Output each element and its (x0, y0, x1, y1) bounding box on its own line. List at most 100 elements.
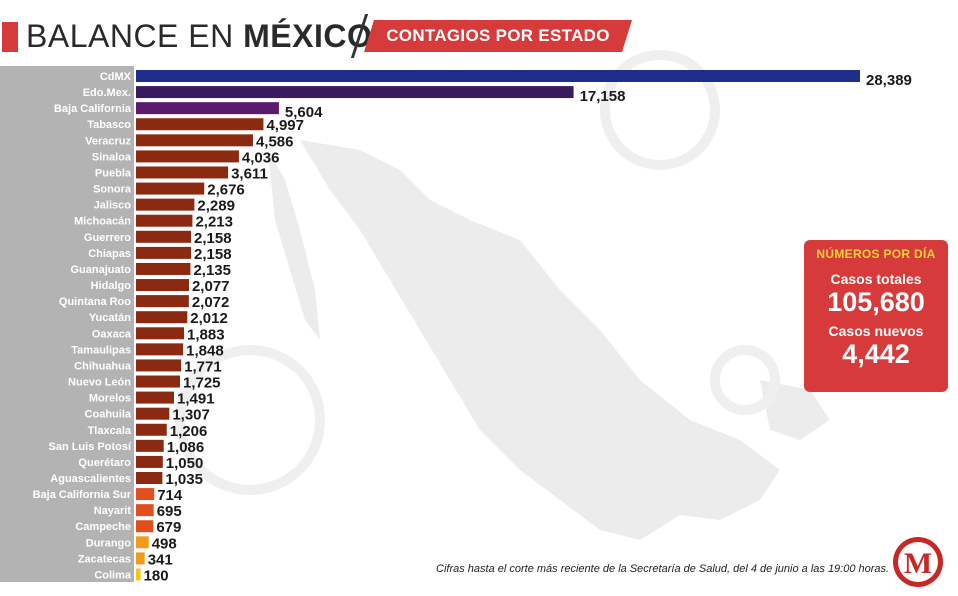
bar-29 (136, 536, 149, 549)
bar-23 (136, 439, 164, 452)
category-label: Baja California (54, 103, 132, 115)
value-label: 180 (144, 567, 169, 584)
category-label: Edo.Mex. (83, 87, 131, 99)
value-label: 1,035 (165, 471, 203, 488)
category-label: Nayarit (94, 505, 132, 517)
value-label: 1,848 (186, 342, 224, 359)
value-label: 4,997 (266, 117, 304, 134)
bar-18 (136, 359, 182, 372)
value-label: 1,883 (187, 326, 225, 343)
value-label: 714 (157, 487, 183, 504)
bar-19 (136, 375, 180, 388)
bar-31 (136, 568, 141, 581)
bar-17 (136, 343, 184, 356)
new-cases-label: Casos nuevos (828, 323, 924, 339)
value-label: 1,725 (183, 375, 221, 392)
page-title: BALANCE EN MÉXICO (26, 18, 372, 55)
bar-11 (136, 246, 192, 259)
value-label: 2,289 (197, 198, 235, 215)
value-label: 1,491 (177, 391, 215, 408)
bar-9 (136, 214, 193, 227)
value-label: 3,611 (231, 165, 268, 182)
bar-26 (136, 488, 155, 501)
value-label: 2,158 (194, 246, 232, 263)
category-label: Aguascalientes (50, 473, 131, 485)
value-label: 28,389 (866, 72, 912, 89)
category-label: Jalisco (94, 200, 132, 212)
value-label: 1,771 (184, 358, 222, 375)
value-label: 4,036 (242, 149, 280, 166)
value-label: 2,135 (193, 262, 231, 279)
category-label: San Luis Potosí (48, 441, 131, 453)
category-label: Durango (86, 537, 132, 549)
bar-12 (136, 262, 191, 275)
category-label: Puebla (95, 167, 132, 179)
category-label: Zacatecas (78, 553, 131, 565)
bar-2 (136, 102, 279, 115)
value-label: 2,077 (192, 278, 230, 295)
category-label: Morelos (89, 393, 131, 405)
total-cases-value: 105,680 (827, 287, 925, 317)
bar-13 (136, 279, 189, 292)
new-cases-value: 4,442 (842, 339, 910, 369)
bar-7 (136, 182, 205, 195)
logo-letter: M (904, 547, 932, 580)
daily-numbers-panel: NÚMEROS POR DÍA Casos totales 105,680 Ca… (804, 240, 948, 392)
value-label: 498 (152, 535, 177, 552)
category-label: Baja California Sur (33, 489, 132, 501)
value-label: 2,158 (194, 230, 232, 247)
header-tag: CONTAGIOS POR ESTADO (364, 20, 632, 52)
header-accent-square (2, 22, 18, 52)
state-label-column (0, 66, 134, 582)
bar-30 (136, 552, 145, 565)
bar-4 (136, 134, 253, 147)
category-label: Veracruz (85, 135, 131, 147)
category-label: Nuevo León (68, 377, 131, 389)
panel-title: NÚMEROS POR DÍA (816, 247, 936, 261)
bar-1 (136, 86, 574, 99)
value-label: 695 (157, 503, 182, 520)
bar-27 (136, 504, 154, 517)
category-label: Quintana Roo (59, 296, 131, 308)
category-label: CdMX (100, 71, 132, 83)
bar-28 (136, 520, 154, 533)
milenio-logo-icon: M (893, 537, 943, 587)
footnote: Cifras hasta el corte más reciente de la… (436, 563, 890, 575)
value-label: 2,012 (190, 310, 228, 327)
page-title-prefix: BALANCE EN (26, 18, 234, 54)
bar-25 (136, 472, 163, 484)
value-label: 1,050 (166, 455, 204, 472)
bar-3 (136, 118, 264, 131)
category-label: Chihuahua (74, 360, 132, 372)
bar-10 (136, 230, 192, 243)
value-label: 1,086 (167, 439, 205, 456)
bar-16 (136, 327, 185, 340)
category-label: Sonora (93, 184, 132, 196)
category-label: Tabasco (87, 119, 131, 131)
category-label: Tamaulipas (71, 344, 131, 356)
bar-6 (136, 166, 229, 179)
value-label: 679 (156, 519, 181, 536)
category-label: Michoacán (74, 216, 131, 228)
category-label: Sinaloa (92, 151, 132, 163)
category-label: Guanajuato (70, 264, 131, 276)
value-label: 4,586 (256, 133, 294, 150)
bar-21 (136, 407, 170, 420)
value-label: 1,307 (172, 407, 210, 424)
bar-14 (136, 295, 189, 308)
category-label: Oaxaca (92, 328, 132, 340)
category-label: Chiapas (88, 248, 131, 260)
bar-0 (136, 70, 860, 82)
bar-20 (136, 391, 175, 404)
value-label: 2,072 (192, 294, 230, 311)
value-label: 5,604 (285, 104, 323, 121)
bar-24 (136, 455, 163, 468)
value-label: 17,158 (580, 88, 626, 105)
bar-8 (136, 198, 195, 211)
total-cases-label: Casos totales (830, 271, 922, 287)
value-label: 1,206 (170, 423, 208, 440)
value-label: 2,213 (195, 214, 233, 231)
category-label: Yucatán (89, 312, 131, 324)
